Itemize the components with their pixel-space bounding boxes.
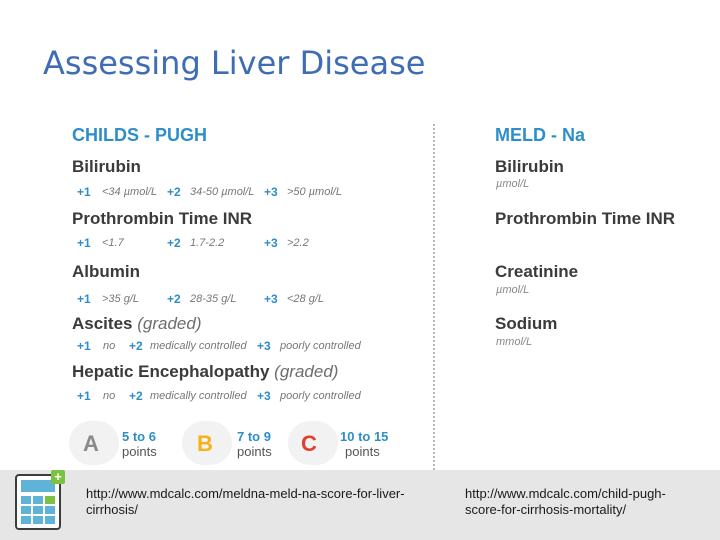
- cp-item-inr: Prothrombin Time INR: [72, 209, 252, 229]
- meld-item-creatinine: Creatinine: [495, 262, 579, 281]
- meld-item-bilirubin: Bilirubin: [495, 157, 564, 176]
- cp-point: +1: [77, 389, 91, 403]
- cp-point: +2: [129, 339, 143, 353]
- cp-point: +1: [77, 185, 91, 199]
- cp-value: <34 µmol/L: [102, 186, 157, 198]
- cp-point: +1: [77, 292, 91, 306]
- cp-item-albumin: Albumin: [72, 262, 140, 282]
- grade-b-text: 7 to 9 points: [237, 429, 272, 459]
- cp-item-label: Bilirubin: [72, 157, 141, 176]
- cp-item-bilirubin: Bilirubin: [72, 157, 141, 177]
- cp-point: +1: [77, 236, 91, 250]
- cp-value: poorly controlled: [280, 390, 361, 402]
- cp-point: +2: [129, 389, 143, 403]
- cp-value: 1.7-2.2: [190, 237, 225, 249]
- grade-range: 5 to 6: [122, 429, 156, 444]
- child-pugh-link[interactable]: http://www.mdcalc.com/child-pugh-score-f…: [465, 486, 666, 517]
- cp-value: poorly controlled: [280, 340, 361, 352]
- cp-value: >35 g/L: [102, 293, 140, 305]
- cp-value: >50 µmol/L: [287, 186, 342, 198]
- cp-item-label: Ascites: [72, 314, 133, 333]
- cp-item-graded: (graded): [274, 362, 339, 381]
- meld-item-inr: Prothrombin Time INR: [495, 209, 676, 228]
- cp-value: <1.7: [102, 237, 124, 249]
- cp-item-encephalopathy: Hepatic Encephalopathy (graded): [72, 362, 338, 382]
- grade-letter: A: [83, 431, 99, 456]
- meld-item-unit: µmol/L: [496, 284, 530, 296]
- cp-point: +3: [264, 236, 278, 250]
- cp-point: +3: [264, 185, 278, 199]
- grade-letter: B: [197, 431, 213, 456]
- grade-c-badge: C: [288, 421, 338, 465]
- cp-point: +2: [167, 236, 181, 250]
- cp-item-label: Hepatic Encephalopathy: [72, 362, 270, 381]
- cp-item-graded: (graded): [137, 314, 202, 333]
- childs-pugh-heading: CHILDS - PUGH: [72, 125, 207, 145]
- calculator-icon[interactable]: +: [15, 470, 65, 530]
- grade-range: 7 to 9: [237, 429, 271, 444]
- cp-point: +3: [257, 389, 271, 403]
- cp-item-ascites: Ascites (graded): [72, 314, 201, 334]
- grade-unit: points: [237, 444, 272, 459]
- meld-na-link[interactable]: http://www.mdcalc.com/meldna-meld-na-sco…: [86, 486, 405, 517]
- cp-point: +3: [257, 339, 271, 353]
- column-divider: [433, 124, 435, 470]
- meld-item-sodium: Sodium: [495, 314, 558, 333]
- grade-letter: C: [301, 431, 317, 456]
- grade-a-text: 5 to 6 points: [122, 429, 157, 459]
- cp-point: +2: [167, 292, 181, 306]
- cp-item-label: Prothrombin Time INR: [72, 209, 253, 228]
- grade-c-text: 10 to 15 points: [340, 429, 388, 459]
- grade-unit: points: [345, 444, 380, 459]
- cp-value: 34-50 µmol/L: [190, 186, 255, 198]
- cp-item-label: Albumin: [72, 262, 140, 281]
- cp-point: +3: [264, 292, 278, 306]
- cp-value: >2.2: [287, 237, 309, 249]
- cp-value: medically controlled: [150, 340, 247, 352]
- cp-value: 28-35 g/L: [190, 293, 237, 305]
- cp-value: <28 g/L: [287, 293, 325, 305]
- grade-range: 10 to 15: [340, 429, 389, 444]
- grade-b-badge: B: [182, 421, 232, 465]
- grade-unit: points: [122, 444, 157, 459]
- meld-item-unit: mmol/L: [496, 336, 533, 348]
- footer-bar: [0, 470, 720, 540]
- cp-value: medically controlled: [150, 390, 247, 402]
- meld-na-heading: MELD - Na: [495, 125, 585, 145]
- meld-item-unit: µmol/L: [496, 178, 530, 190]
- grade-a-badge: A: [69, 421, 119, 465]
- cp-value: no: [103, 390, 116, 402]
- cp-value: no: [103, 340, 116, 352]
- cp-point: +1: [77, 339, 91, 353]
- cp-point: +2: [167, 185, 181, 199]
- slide-title: Assessing Liver Disease: [43, 44, 426, 82]
